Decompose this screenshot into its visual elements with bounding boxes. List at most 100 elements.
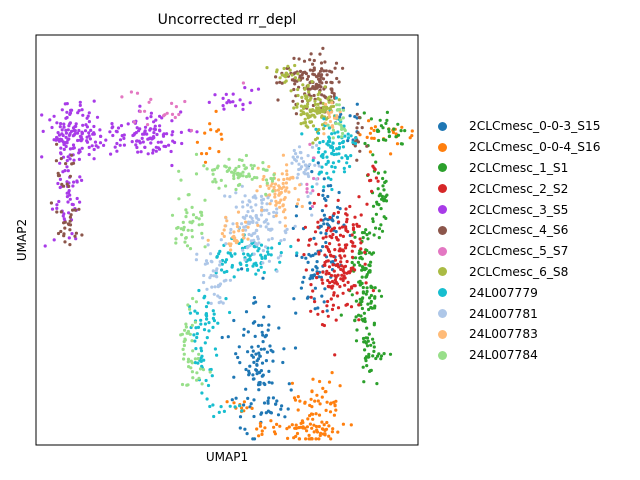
scatter-point-series-8 [200,354,204,358]
legend-marker [438,288,447,298]
scatter-point-series-7 [306,116,310,120]
scatter-point-series-1 [290,381,294,385]
scatter-point-series-11 [197,376,201,380]
scatter-point-series-11 [227,157,231,161]
scatter-point-series-11 [177,197,181,201]
scatter-point-series-11 [197,217,201,221]
scatter-point-series-5 [63,226,67,230]
scatter-point-series-4 [145,116,149,120]
scatter-point-series-7 [323,85,327,89]
scatter-point-series-0 [252,414,256,419]
scatter-point-series-4 [59,122,63,126]
scatter-point-series-4 [52,114,56,118]
scatter-point-series-8 [300,132,304,136]
scatter-point-series-2 [382,188,386,192]
legend-label: 24L007779 [469,285,538,300]
scatter-point-series-11 [193,357,197,361]
scatter-point-series-2 [364,228,368,232]
scatter-point-series-9 [293,224,297,228]
scatter-point-series-8 [208,404,212,409]
scatter-point-series-8 [329,144,333,148]
scatter-point-series-1 [310,436,314,441]
scatter-point-series-11 [186,357,191,361]
scatter-point-series-1 [295,431,300,436]
scatter-point-series-10 [280,187,284,191]
scatter-point-series-8 [228,310,232,315]
scatter-point-series-0 [265,350,269,354]
scatter-point-series-7 [296,102,300,106]
scatter-point-series-2 [358,256,362,260]
scatter-point-series-1 [410,134,414,138]
scatter-point-series-8 [318,170,322,174]
scatter-point-series-4 [40,113,44,117]
scatter-point-series-4 [231,100,235,104]
scatter-point-series-8 [203,341,207,345]
scatter-point-series-4 [213,93,217,97]
scatter-point-series-7 [289,89,293,93]
scatter-point-series-0 [262,315,266,319]
scatter-point-series-9 [250,233,254,238]
scatter-point-series-11 [244,175,249,179]
scatter-point-series-3 [326,226,330,230]
scatter-point-series-5 [306,87,310,91]
scatter-point-series-4 [93,140,98,144]
scatter-point-series-2 [357,313,361,317]
scatter-point-series-2 [367,352,371,356]
scatter-point-series-1 [314,424,319,429]
scatter-point-series-3 [341,268,345,272]
scatter-point-series-10 [258,184,262,189]
scatter-point-series-8 [210,374,214,378]
legend-entry: 2CLCmesc_4_S6 [438,220,600,241]
scatter-point-series-7 [305,112,309,116]
scatter-point-series-11 [180,382,185,387]
scatter-point-series-4 [145,132,149,136]
scatter-point-series-8 [331,141,335,145]
scatter-point-series-11 [184,236,188,240]
scatter-point-series-4 [167,143,171,147]
scatter-point-series-11 [190,235,194,239]
scatter-point-series-0 [252,377,256,381]
scatter-point-series-2 [374,212,378,216]
scatter-point-series-10 [222,228,226,232]
scatter-point-series-9 [219,238,223,242]
scatter-point-series-5 [308,58,312,62]
x-axis-label: UMAP1 [205,450,249,464]
scatter-point-series-4 [156,140,160,144]
scatter-point-series-2 [365,289,369,294]
scatter-point-series-7 [295,105,299,109]
scatter-point-series-3 [303,225,307,229]
scatter-point-series-8 [193,309,197,313]
scatter-point-series-1 [370,136,374,140]
scatter-point-series-7 [313,99,317,103]
scatter-point-series-0 [266,328,270,332]
scatter-point-series-1 [328,410,333,414]
scatter-point-series-3 [341,249,345,253]
scatter-point-series-11 [186,303,190,307]
scatter-point-series-1 [310,426,314,430]
scatter-point-series-9 [259,224,263,228]
scatter-point-series-11 [188,220,192,224]
scatter-point-series-2 [371,153,375,157]
scatter-point-series-4 [238,98,242,102]
scatter-point-series-4 [64,135,68,139]
scatter-point-series-5 [68,243,72,247]
scatter-point-series-4 [85,135,89,139]
scatter-point-series-7 [286,64,290,68]
scatter-point-series-2 [350,293,354,297]
scatter-point-series-0 [252,301,256,305]
legend-entry: 2CLCmesc_0-0-3_S15 [438,116,600,137]
scatter-point-series-0 [286,407,290,411]
scatter-point-series-0 [320,294,324,298]
scatter-point-series-2 [377,203,381,207]
scatter-point-series-0 [255,372,259,376]
scatter-point-series-9 [272,214,276,219]
scatter-point-series-6 [308,142,312,146]
scatter-point-series-3 [329,297,333,301]
scatter-point-series-0 [311,276,315,280]
scatter-point-series-3 [364,281,368,285]
scatter-point-series-10 [285,177,289,181]
scatter-point-series-1 [203,131,207,135]
scatter-point-series-7 [290,73,294,77]
scatter-point-series-2 [380,194,384,198]
scatter-point-series-0 [260,323,264,327]
